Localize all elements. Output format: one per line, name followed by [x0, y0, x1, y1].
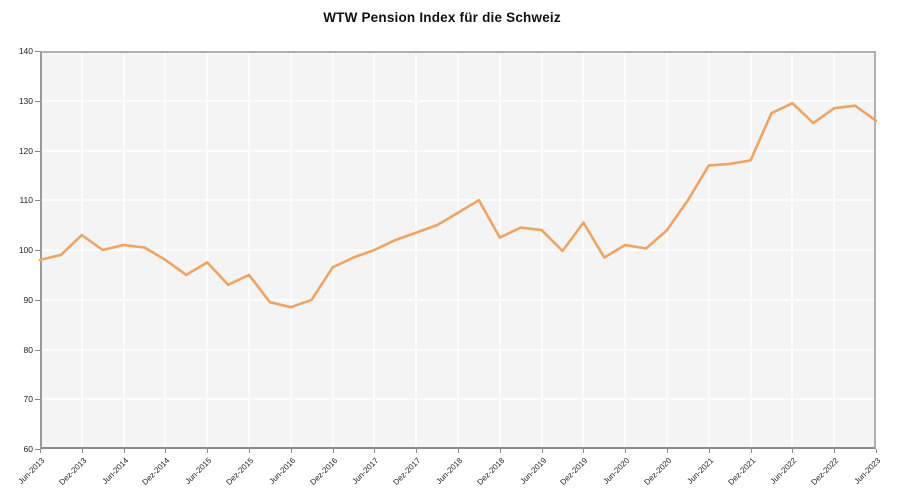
- x-tick-label: Dez-2018: [475, 456, 507, 487]
- x-axis-tick: [834, 449, 836, 453]
- x-tick-label: Jun-2015: [183, 456, 214, 486]
- x-gridline: [624, 53, 627, 447]
- x-axis-tick: [332, 449, 334, 453]
- x-gridline: [289, 53, 292, 447]
- x-gridline: [122, 53, 125, 447]
- x-axis-tick: [40, 449, 41, 453]
- x-axis-tick: [123, 449, 125, 453]
- x-gridline: [540, 53, 543, 447]
- x-gridline: [791, 53, 794, 447]
- line-path: [38, 101, 878, 309]
- x-axis-tick: [165, 449, 167, 453]
- y-axis-tick: [35, 449, 40, 450]
- x-gridline: [749, 53, 752, 447]
- y-tick-label: 110: [19, 195, 33, 206]
- y-tick-label: 140: [18, 46, 33, 56]
- x-axis-tick: [583, 449, 585, 453]
- y-axis-tick: [35, 250, 40, 251]
- x-gridline: [666, 53, 668, 447]
- x-gridline: [248, 53, 250, 447]
- x-tick-label: Jun-2013: [16, 456, 47, 486]
- chart-title: WTW Pension Index für die Schweiz: [323, 10, 561, 25]
- x-axis-tick: [750, 449, 752, 453]
- x-axis-tick: [374, 449, 376, 453]
- x-tick-label: Dez-2013: [57, 456, 89, 487]
- y-tick-label: 70: [23, 394, 33, 405]
- x-gridline: [457, 53, 459, 447]
- x-gridline: [707, 53, 710, 447]
- x-axis-tick: [667, 449, 668, 453]
- x-tick-label: Dez-2020: [642, 456, 674, 487]
- x-tick-label: Dez-2019: [558, 456, 590, 487]
- x-gridline: [582, 53, 585, 447]
- x-tick-label: Dez-2017: [391, 456, 423, 487]
- x-gridline: [833, 53, 836, 447]
- x-axis-tick: [792, 449, 794, 453]
- x-gridline: [80, 53, 83, 447]
- x-tick-label: Jun-2018: [434, 456, 465, 486]
- x-axis-tick: [499, 449, 501, 453]
- x-gridline: [498, 53, 501, 447]
- pension-index-line-series: [38, 101, 878, 309]
- x-tick-label: Jun-2020: [601, 456, 632, 486]
- x-gridline: [206, 53, 209, 447]
- y-tick-label: 120: [18, 145, 33, 156]
- x-tick-label: Jun-2023: [852, 456, 883, 486]
- x-axis-tick: [625, 449, 627, 453]
- y-tick-label: 90: [23, 294, 33, 305]
- x-tick-label: Dez-2015: [224, 456, 256, 487]
- x-tick-label: Jun-2019: [518, 456, 548, 486]
- x-gridline: [331, 53, 334, 447]
- x-tick-label: Dez-2021: [726, 456, 757, 487]
- y-axis-tick: [35, 200, 40, 202]
- y-tick-label: 60: [23, 444, 33, 454]
- x-tick-label: Dez-2022: [809, 456, 841, 487]
- x-axis-tick: [708, 449, 710, 453]
- y-tick-label: 130: [18, 95, 33, 106]
- x-axis-tick: [207, 449, 209, 453]
- x-tick-label: Dez-2014: [140, 456, 172, 487]
- y-tick-label: 100: [18, 245, 33, 255]
- x-axis-tick: [249, 449, 250, 453]
- x-gridline: [164, 53, 167, 447]
- x-tick-label: Dez-2016: [308, 456, 339, 487]
- x-axis-tick: [81, 449, 83, 453]
- x-tick-label: Jun-2016: [267, 456, 298, 486]
- x-tick-label: Jun-2017: [350, 456, 381, 486]
- x-axis-tick: [416, 449, 418, 453]
- x-axis-tick: [541, 449, 543, 453]
- x-gridline: [415, 53, 418, 447]
- y-axis-tick: [35, 51, 40, 52]
- x-tick-label: Jun-2022: [768, 456, 799, 486]
- y-axis-tick: [35, 299, 40, 301]
- y-axis-tick: [35, 150, 40, 152]
- x-tick-label: Jun-2014: [100, 456, 130, 486]
- x-axis-tick: [876, 449, 877, 453]
- x-axis-tick: [290, 449, 292, 453]
- y-axis-tick: [35, 349, 40, 351]
- y-tick-label: 80: [23, 344, 33, 355]
- x-tick-label: Jun-2021: [685, 456, 716, 486]
- x-axis-tick: [458, 449, 459, 453]
- y-axis-tick: [35, 100, 40, 102]
- y-axis-tick: [35, 399, 40, 401]
